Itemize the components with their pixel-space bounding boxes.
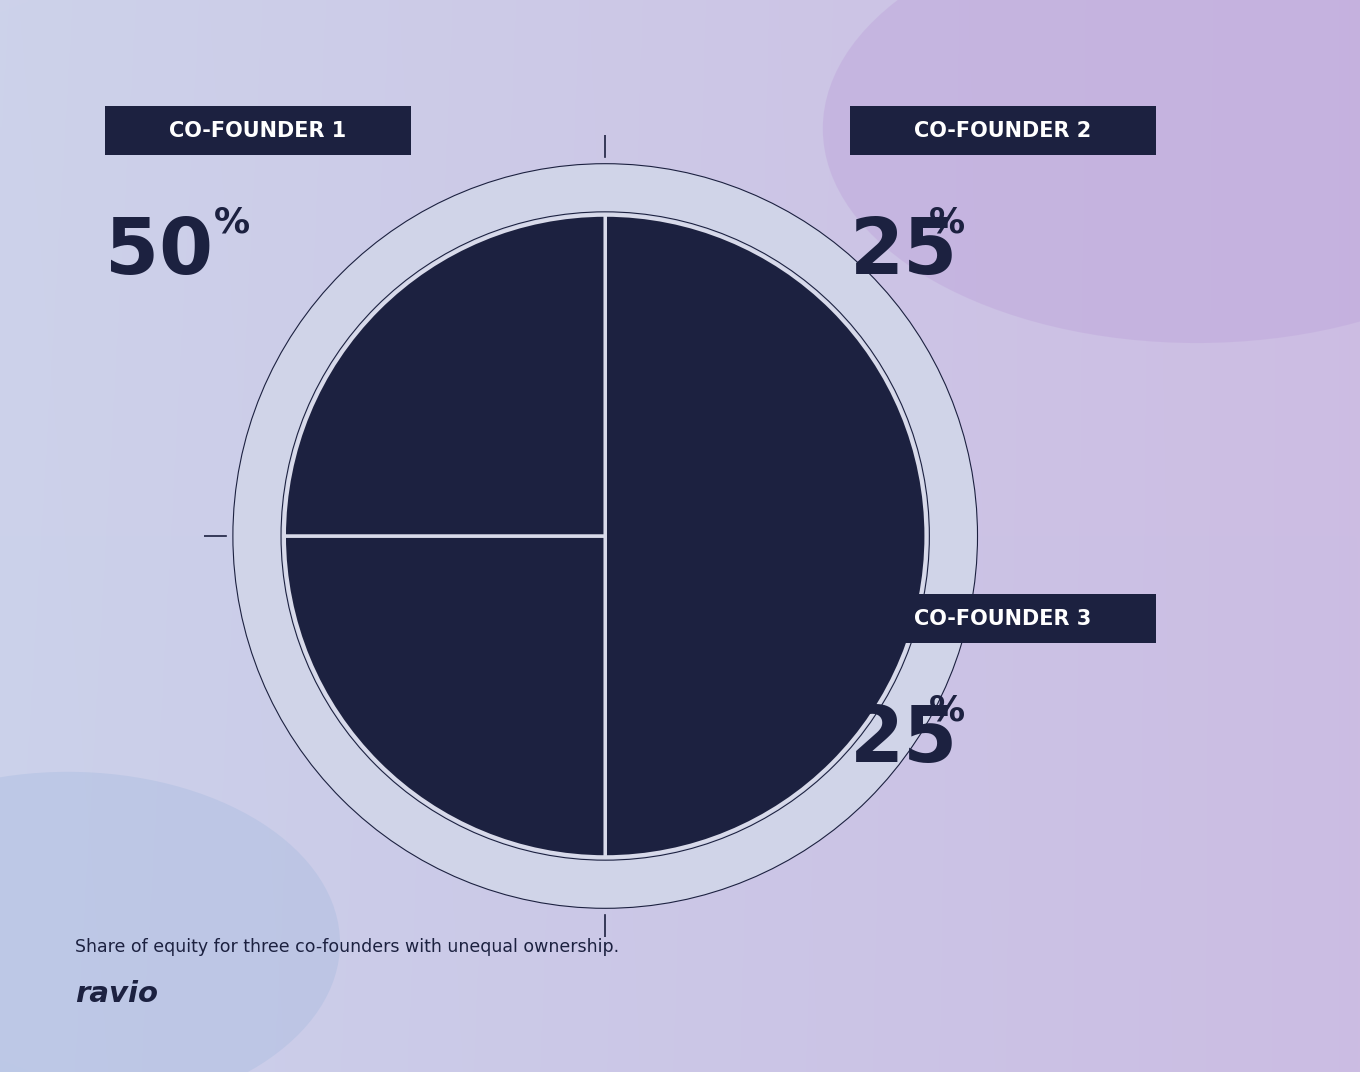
FancyBboxPatch shape <box>850 594 1156 643</box>
Wedge shape <box>605 215 926 857</box>
Text: ravio: ravio <box>75 980 158 1008</box>
FancyBboxPatch shape <box>850 106 1156 155</box>
Text: CO-FOUNDER 1: CO-FOUNDER 1 <box>169 121 347 140</box>
Text: 25: 25 <box>850 214 959 291</box>
Text: 25: 25 <box>850 702 959 778</box>
Ellipse shape <box>823 0 1360 343</box>
Circle shape <box>233 164 978 908</box>
Text: 50: 50 <box>105 214 214 291</box>
FancyBboxPatch shape <box>105 106 411 155</box>
Wedge shape <box>284 536 605 857</box>
Text: %: % <box>929 694 966 728</box>
Text: %: % <box>214 206 250 240</box>
Ellipse shape <box>0 772 340 1072</box>
Text: CO-FOUNDER 2: CO-FOUNDER 2 <box>914 121 1092 140</box>
Text: CO-FOUNDER 3: CO-FOUNDER 3 <box>914 609 1092 628</box>
Text: Share of equity for three co-founders with unequal ownership.: Share of equity for three co-founders wi… <box>75 938 619 956</box>
Text: %: % <box>929 206 966 240</box>
Wedge shape <box>284 215 605 536</box>
